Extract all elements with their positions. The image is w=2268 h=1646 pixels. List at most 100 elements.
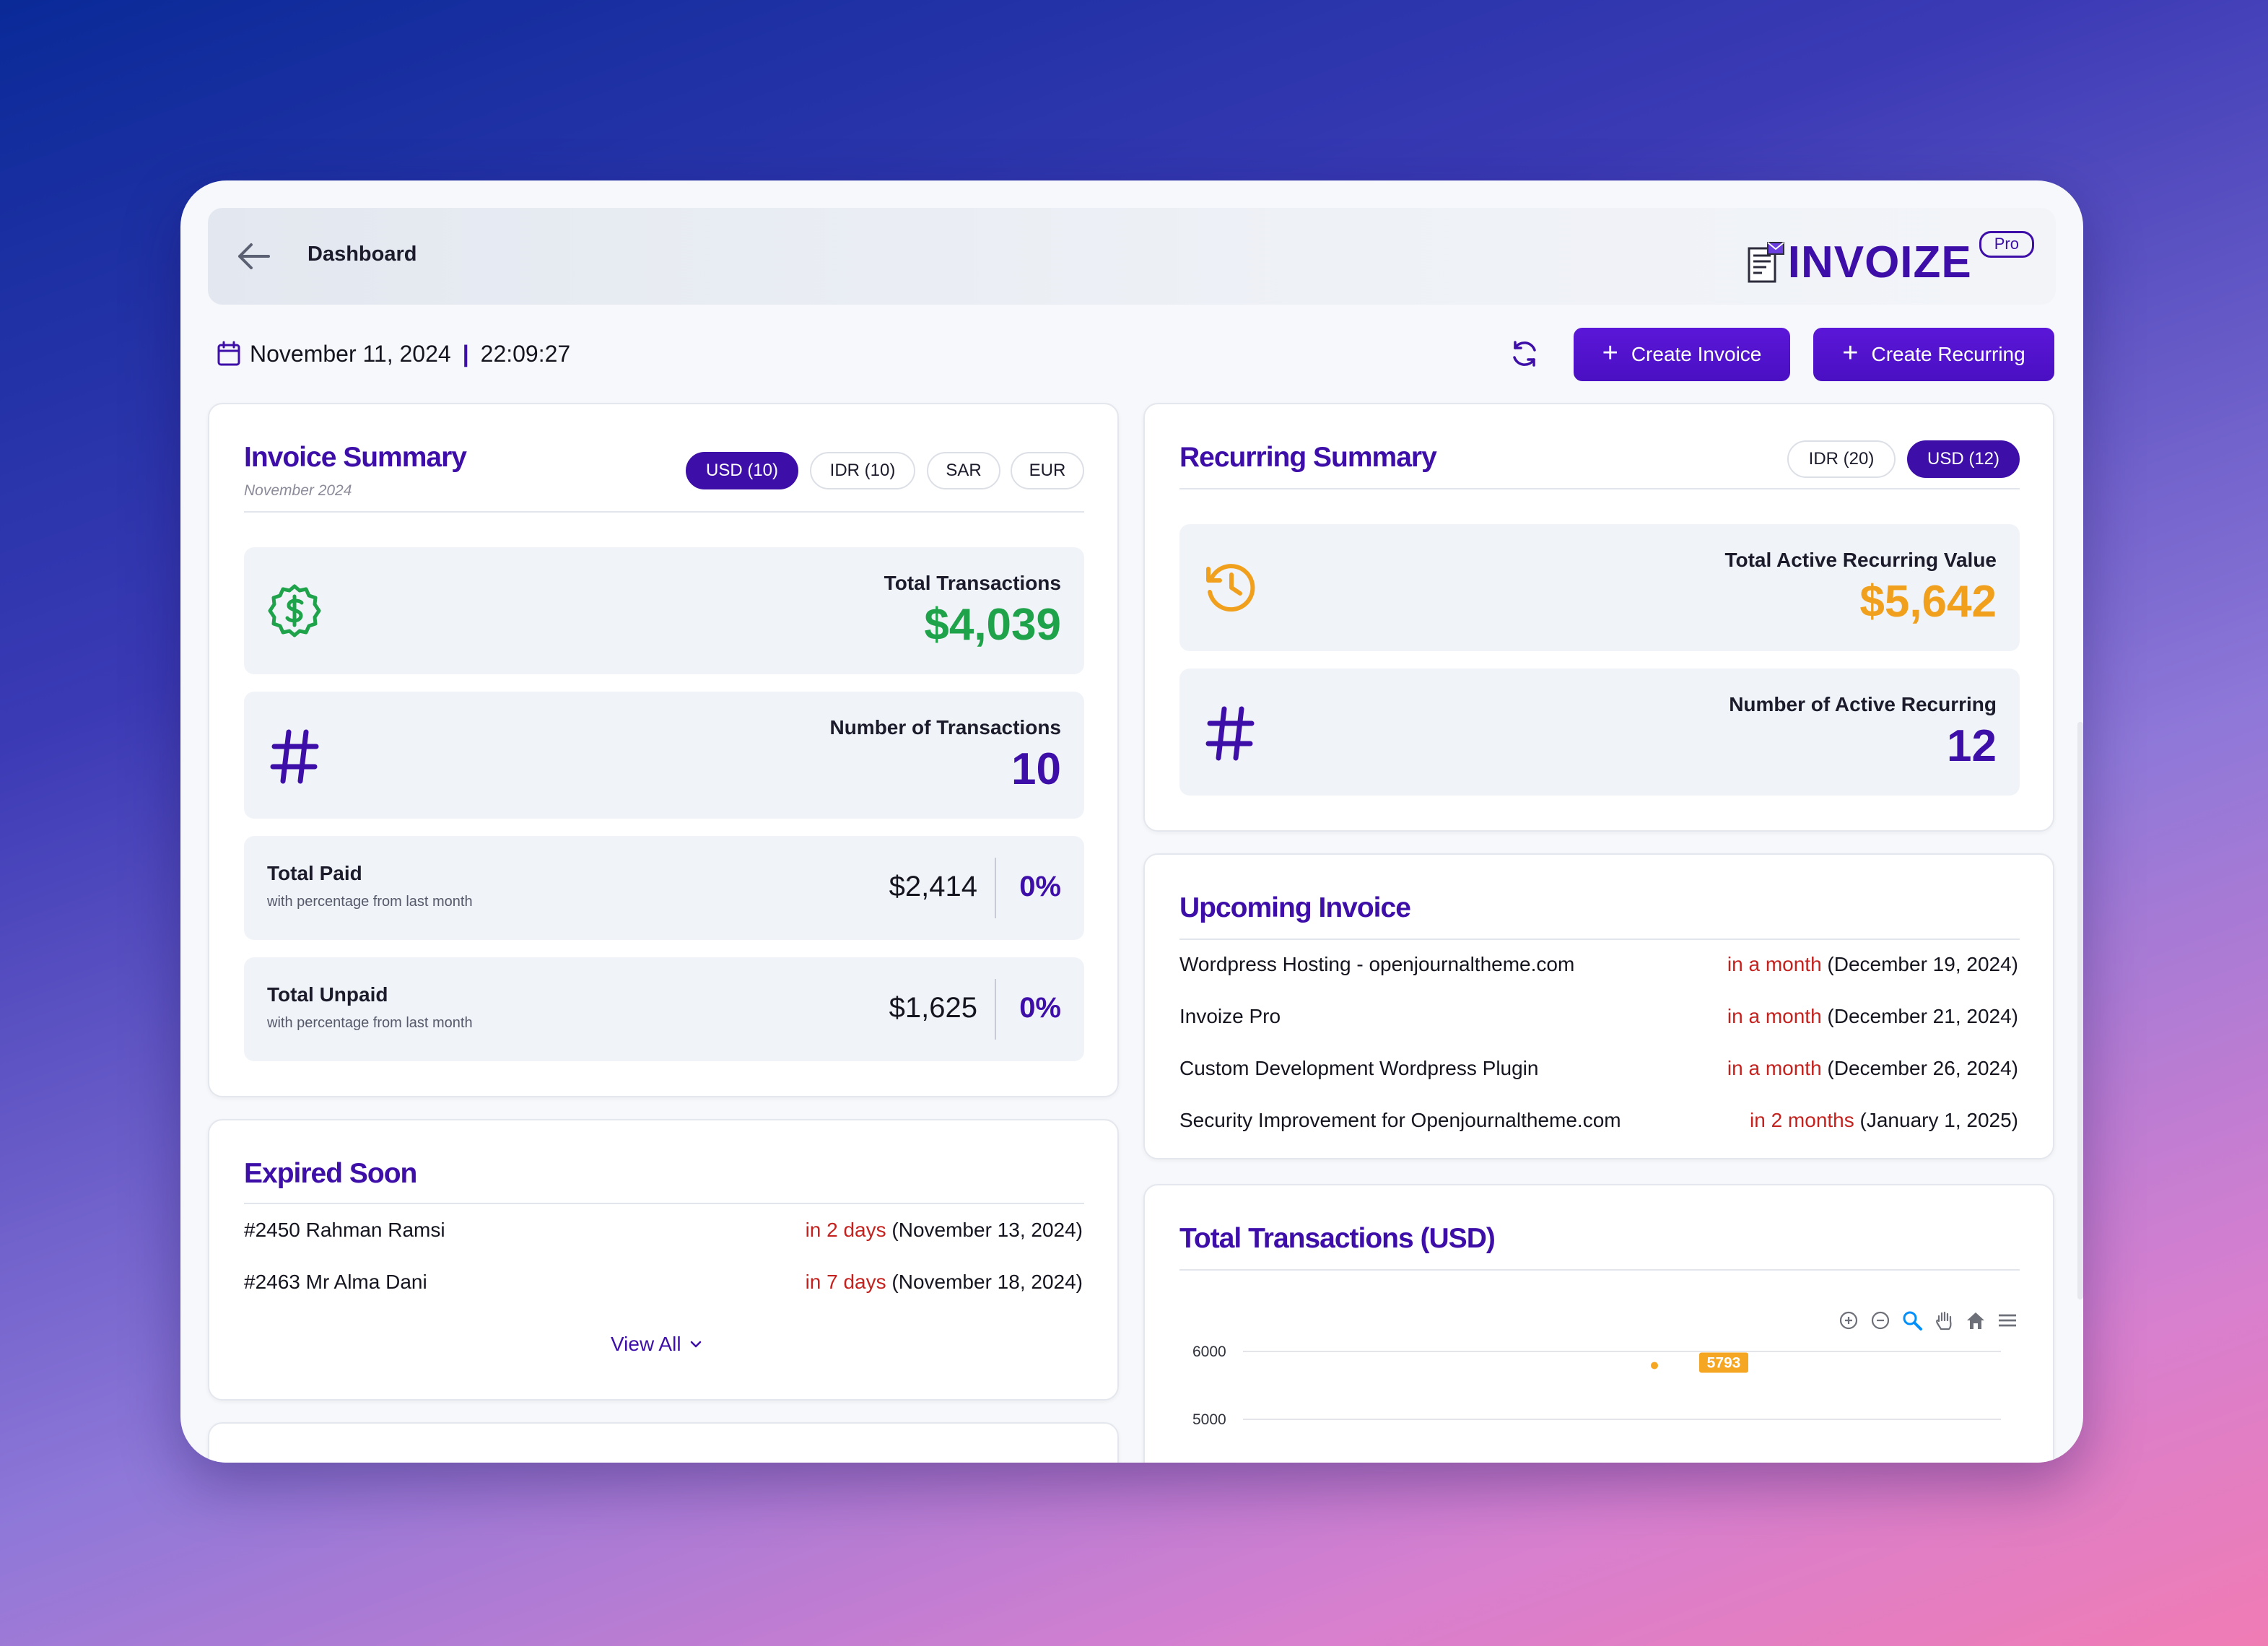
upcoming-item-due: in a month (December 19, 2024) <box>1727 953 2018 976</box>
current-time: 22:09:27 <box>480 340 571 367</box>
upcoming-item-relative: in a month <box>1727 1057 1822 1079</box>
view-all-label: View All <box>611 1333 681 1355</box>
active-recurring-value-label: Total Active Recurring Value <box>1724 549 1997 571</box>
upcoming-item-date: (December 19, 2024) <box>1827 953 2018 975</box>
top-bar: Dashboard INVOIZE Pro <box>208 208 2056 305</box>
data-point[interactable] <box>1651 1362 1658 1370</box>
chevron-down-icon <box>690 1341 701 1348</box>
chart-title: Total Transactions (USD) <box>1179 1223 1496 1254</box>
expired-item-name[interactable]: #2463 Mr Alma Dani <box>244 1271 427 1293</box>
total-unpaid-row: Total Unpaid with percentage from last m… <box>244 957 1084 1061</box>
data-label-background <box>1699 1352 1748 1373</box>
number-transactions-stat: Number of Transactions 10 <box>244 692 1084 819</box>
divider <box>995 979 996 1040</box>
currency-pill-usd[interactable]: USD (12) <box>1907 440 2020 478</box>
scrollbar[interactable] <box>2077 722 2083 1299</box>
expired-item-relative: in 7 days <box>805 1271 886 1293</box>
currency-pill-idr[interactable]: IDR (20) <box>1787 440 1896 478</box>
total-paid-percentage: 0% <box>1019 871 1061 902</box>
divider <box>1179 939 2020 940</box>
divider <box>244 1203 1084 1204</box>
currency-pill-idr[interactable]: IDR (10) <box>810 452 915 489</box>
upcoming-item-date: (December 21, 2024) <box>1827 1005 2018 1027</box>
data-label: 5793 <box>1707 1354 1741 1371</box>
pan-hand-icon[interactable] <box>1933 1310 1955 1331</box>
active-recurring-count-stat: Number of Active Recurring 12 <box>1179 669 2020 796</box>
expired-item-date: (November 18, 2024) <box>891 1271 1083 1293</box>
app-window: Dashboard INVOIZE Pro November 11, 2024 … <box>180 180 2083 1463</box>
brand-name: INVOIZE <box>1787 237 1972 287</box>
invoice-summary-card: Invoice Summary November 2024 USD (10) I… <box>208 403 1119 1097</box>
refresh-icon[interactable] <box>1509 338 1540 370</box>
invoice-summary-title: Invoice Summary <box>244 442 467 473</box>
currency-pill-usd[interactable]: USD (10) <box>686 452 798 489</box>
divider <box>995 858 996 918</box>
total-transactions-stat: Total Transactions $4,039 <box>244 547 1084 674</box>
total-unpaid-label: Total Unpaid <box>267 983 388 1006</box>
upcoming-item-name[interactable]: Security Improvement for Openjournalthem… <box>1179 1109 1621 1131</box>
recurring-summary-title: Recurring Summary <box>1179 442 1437 473</box>
pro-badge: Pro <box>1979 231 2034 258</box>
total-unpaid-note: with percentage from last month <box>267 1015 473 1031</box>
number-transactions-label: Number of Transactions <box>829 716 1061 739</box>
menu-icon[interactable] <box>1997 1310 2018 1331</box>
total-paid-label: Total Paid <box>267 862 362 884</box>
total-transactions-value: $4,039 <box>924 600 1061 650</box>
dollar-badge-icon <box>268 584 321 637</box>
expired-item-due: in 7 days (November 18, 2024) <box>806 1271 1083 1294</box>
expired-item-date: (November 13, 2024) <box>891 1219 1083 1241</box>
zoom-select-icon[interactable] <box>1901 1310 1923 1331</box>
recurring-summary-card: Recurring Summary IDR (20) USD (12) Tota… <box>1143 403 2054 832</box>
currency-pill-sar[interactable]: SAR <box>927 452 1000 489</box>
zoom-in-icon[interactable] <box>1838 1310 1859 1331</box>
active-recurring-count-value: 12 <box>1947 721 1997 771</box>
divider <box>1179 488 2020 489</box>
total-paid-row: Total Paid with percentage from last mon… <box>244 836 1084 940</box>
upcoming-item-due: in a month (December 26, 2024) <box>1727 1057 2018 1080</box>
upcoming-item-relative: in a month <box>1727 953 1822 975</box>
current-date: November 11, 2024 <box>250 340 451 367</box>
calendar-icon <box>217 341 240 366</box>
zoom-out-icon[interactable] <box>1870 1310 1891 1331</box>
divider <box>1179 1269 2020 1271</box>
upcoming-item-name[interactable]: Invoize Pro <box>1179 1005 1281 1027</box>
number-transactions-value: 10 <box>1011 744 1061 794</box>
upcoming-invoice-card: Upcoming Invoice Wordpress Hosting - ope… <box>1143 853 2054 1159</box>
upcoming-invoice-title: Upcoming Invoice <box>1179 892 1411 923</box>
upcoming-item-name[interactable]: Custom Development Wordpress Plugin <box>1179 1057 1539 1079</box>
active-recurring-value-stat: Total Active Recurring Value $5,642 <box>1179 524 2020 651</box>
total-unpaid-percentage: 0% <box>1019 992 1061 1024</box>
create-invoice-button[interactable]: + Create Invoice <box>1574 328 1790 381</box>
active-recurring-value: $5,642 <box>1859 577 1997 627</box>
y-tick-label: 5000 <box>1192 1411 1226 1428</box>
total-transactions-chart-card: Total Transactions (USD) 6000 5000 5793 <box>1143 1184 2054 1463</box>
page-title: Dashboard <box>308 243 417 266</box>
invoice-summary-period: November 2024 <box>244 482 352 499</box>
upcoming-item-date: (January 1, 2025) <box>1859 1109 2018 1131</box>
back-arrow-icon[interactable] <box>235 240 271 273</box>
expired-soon-card: Expired Soon #2450 Rahman Ramsi in 2 day… <box>208 1119 1119 1401</box>
chart-toolbar <box>1838 1310 2018 1331</box>
upcoming-item-relative: in 2 months <box>1750 1109 1854 1131</box>
active-recurring-count-label: Number of Active Recurring <box>1729 693 1997 715</box>
total-unpaid-amount: $1,625 <box>889 992 977 1024</box>
hashtag-icon <box>1205 706 1255 761</box>
expired-item-name[interactable]: #2450 Rahman Ramsi <box>244 1219 445 1241</box>
currency-pill-eur[interactable]: EUR <box>1011 452 1084 489</box>
brand-logo: INVOIZE Pro <box>1746 230 2034 287</box>
create-invoice-label: Create Invoice <box>1631 343 1762 365</box>
upcoming-item-date: (December 26, 2024) <box>1827 1057 2018 1079</box>
hashtag-icon <box>270 729 319 784</box>
upcoming-item-name[interactable]: Wordpress Hosting - openjournaltheme.com <box>1179 953 1575 975</box>
total-paid-amount: $2,414 <box>889 871 977 902</box>
history-clock-icon <box>1206 564 1255 612</box>
expired-soon-title: Expired Soon <box>244 1158 417 1189</box>
plus-icon: + <box>1842 338 1859 368</box>
plus-icon: + <box>1602 338 1618 368</box>
invoice-logo-icon <box>1748 242 1784 283</box>
upcoming-item-due: in a month (December 21, 2024) <box>1727 1005 2018 1028</box>
home-reset-icon[interactable] <box>1965 1310 1986 1331</box>
view-all-link[interactable]: View All <box>611 1333 703 1356</box>
create-recurring-button[interactable]: + Create Recurring <box>1813 328 2054 381</box>
y-tick-label: 6000 <box>1192 1344 1226 1360</box>
